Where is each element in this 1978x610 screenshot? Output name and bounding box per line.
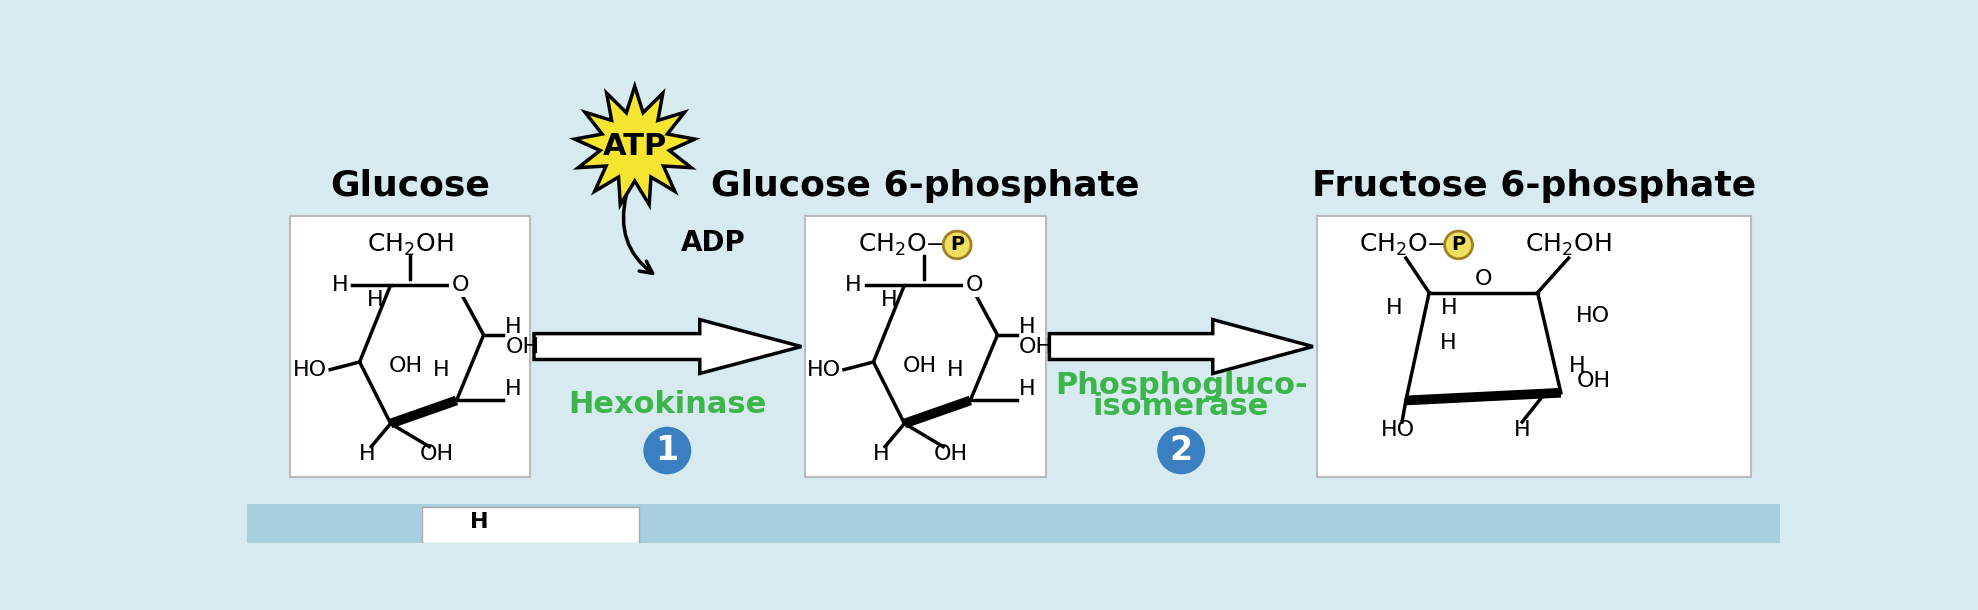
Text: H: H [1385, 298, 1402, 318]
Text: ATP: ATP [603, 132, 667, 161]
Circle shape [645, 428, 690, 473]
Text: H: H [1513, 420, 1531, 440]
Text: 1: 1 [657, 434, 678, 467]
Text: O: O [965, 275, 983, 295]
FancyBboxPatch shape [421, 507, 639, 543]
Text: O: O [451, 275, 469, 295]
Text: CH$_2$OH: CH$_2$OH [366, 232, 453, 258]
Text: OH: OH [902, 356, 938, 376]
Text: Hexokinase: Hexokinase [568, 390, 765, 419]
Text: ADP: ADP [680, 229, 746, 257]
Circle shape [944, 231, 971, 259]
Polygon shape [534, 320, 801, 373]
Text: Glucose 6-phosphate: Glucose 6-phosphate [712, 168, 1139, 203]
Text: H: H [1440, 298, 1458, 318]
Text: O: O [1476, 269, 1491, 289]
Text: H: H [1569, 356, 1584, 376]
Text: Phosphogluco-: Phosphogluco- [1054, 370, 1307, 400]
FancyBboxPatch shape [805, 216, 1046, 478]
Text: Glucose: Glucose [330, 168, 491, 203]
Text: HO: HO [293, 360, 326, 379]
Text: H: H [366, 290, 384, 310]
Text: HO: HO [1381, 420, 1414, 440]
Text: H: H [947, 360, 963, 379]
Circle shape [1157, 428, 1205, 473]
Text: H: H [872, 444, 890, 464]
Text: isomerase: isomerase [1094, 392, 1270, 421]
Text: H: H [845, 275, 862, 295]
Text: CH$_2$O—: CH$_2$O— [1359, 232, 1452, 258]
Text: 2: 2 [1169, 434, 1193, 467]
Text: HO: HO [1576, 306, 1610, 326]
FancyBboxPatch shape [291, 216, 530, 478]
Text: OH: OH [504, 337, 540, 357]
Text: OH: OH [934, 444, 967, 464]
Text: Fructose 6-phosphate: Fructose 6-phosphate [1311, 168, 1756, 203]
Text: CH$_2$OH: CH$_2$OH [1525, 232, 1612, 258]
Text: OH: OH [390, 356, 423, 376]
Text: H: H [1019, 317, 1036, 337]
Text: H: H [433, 360, 449, 379]
FancyBboxPatch shape [247, 504, 1780, 543]
Text: H: H [504, 317, 522, 337]
Polygon shape [1050, 320, 1313, 373]
Text: H: H [332, 275, 348, 295]
Circle shape [1444, 231, 1472, 259]
Text: P: P [1452, 235, 1466, 254]
Text: P: P [949, 235, 963, 254]
Text: H: H [504, 379, 522, 399]
FancyArrowPatch shape [623, 195, 653, 273]
Polygon shape [576, 86, 694, 205]
Text: H: H [1440, 332, 1458, 353]
Text: OH: OH [419, 444, 455, 464]
Text: OH: OH [1576, 371, 1610, 391]
Text: HO: HO [807, 360, 841, 379]
Text: H: H [880, 290, 898, 310]
Text: H: H [471, 512, 489, 532]
Text: OH: OH [1019, 337, 1052, 357]
FancyBboxPatch shape [1317, 216, 1751, 478]
Text: CH$_2$O—: CH$_2$O— [858, 232, 951, 258]
Text: H: H [360, 444, 376, 464]
Text: H: H [1019, 379, 1036, 399]
